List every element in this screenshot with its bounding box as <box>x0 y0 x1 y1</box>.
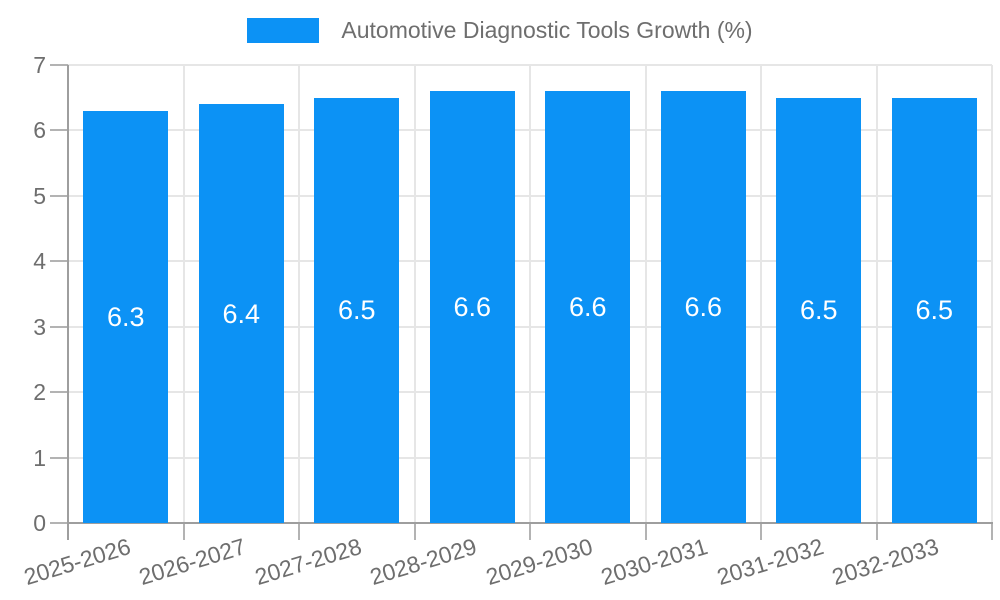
y-tick <box>50 129 68 132</box>
y-axis-label: 5 <box>33 182 46 209</box>
y-axis-label: 0 <box>33 510 46 536</box>
x-tick <box>644 523 647 540</box>
bar <box>198 104 284 523</box>
bar-value-label: 6.3 <box>106 301 145 332</box>
x-axis-line <box>67 522 993 524</box>
bar <box>545 91 631 523</box>
y-axis-label: 3 <box>33 313 46 340</box>
x-tick <box>182 523 185 540</box>
x-gridline <box>760 65 762 523</box>
y-tick <box>50 456 68 459</box>
y-axis-label: 6 <box>33 117 46 144</box>
x-gridline <box>529 65 531 523</box>
x-tick <box>413 523 416 540</box>
x-gridline <box>875 65 878 523</box>
y-tick <box>50 260 68 263</box>
bar <box>429 91 515 523</box>
y-tick <box>50 325 68 328</box>
x-tick <box>760 523 762 540</box>
y-tick <box>50 522 68 524</box>
y-axis-line <box>67 65 69 540</box>
bar-value-label: 6.4 <box>222 298 261 329</box>
bar-value-label: 6.5 <box>337 295 376 326</box>
x-gridline <box>298 65 300 523</box>
x-tick <box>875 523 878 540</box>
x-gridline <box>991 65 993 523</box>
y-axis-label: 2 <box>33 379 46 406</box>
legend: Automotive Diagnostic Tools Growth (%) <box>0 14 1000 46</box>
bar-value-label: 6.5 <box>915 295 954 326</box>
y-axis-label: 4 <box>33 248 46 275</box>
x-tick <box>298 523 300 540</box>
y-tick <box>50 194 68 197</box>
bar <box>83 110 169 523</box>
bar-value-label: 6.6 <box>453 292 492 323</box>
x-gridline <box>413 65 416 523</box>
bar <box>660 91 746 523</box>
bar-value-label: 6.6 <box>568 292 607 323</box>
y-tick <box>50 391 68 394</box>
bar <box>314 97 400 523</box>
legend-label: Automotive Diagnostic Tools Growth (%) <box>341 16 753 43</box>
bar <box>891 97 977 523</box>
bar-value-label: 6.6 <box>684 292 723 323</box>
bar <box>776 97 862 523</box>
x-tick <box>529 523 531 540</box>
x-gridline <box>644 65 647 523</box>
x-tick <box>991 523 993 540</box>
legend-swatch <box>247 17 320 43</box>
bar-value-label: 6.5 <box>799 295 838 326</box>
y-tick <box>50 64 68 66</box>
x-gridline <box>182 65 185 523</box>
y-axis-label: 7 <box>33 52 46 78</box>
y-axis-label: 1 <box>33 444 46 471</box>
